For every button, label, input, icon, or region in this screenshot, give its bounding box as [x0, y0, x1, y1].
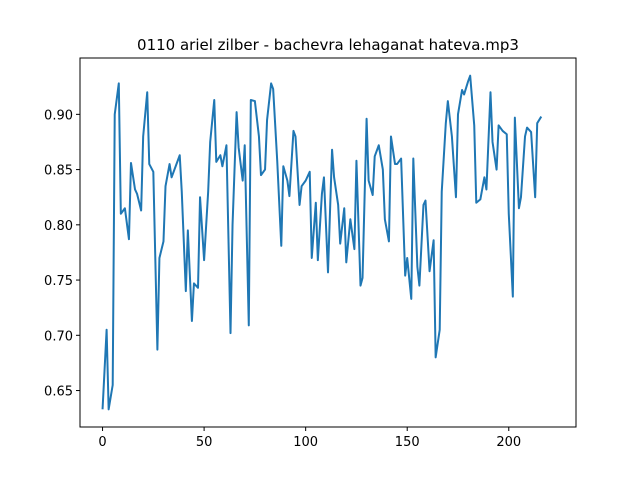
x-tick-label: 0 — [98, 435, 106, 450]
x-tick-label: 200 — [496, 435, 521, 450]
y-tick-label: 0.75 — [44, 274, 73, 289]
x-tick-label: 100 — [293, 435, 318, 450]
y-tick-label: 0.80 — [44, 219, 73, 234]
y-tick-label: 0.65 — [44, 385, 73, 400]
x-tick-label: 150 — [395, 435, 420, 450]
chart-title: 0110 ariel zilber - bachevra lehaganat h… — [137, 36, 519, 54]
x-tick-label: 50 — [196, 435, 213, 450]
axes-frame — [79, 57, 577, 428]
data-line — [101, 74, 543, 411]
y-tick-label: 0.70 — [44, 329, 73, 344]
y-tick-label: 0.85 — [44, 164, 73, 179]
y-tick-label: 0.90 — [44, 108, 73, 123]
